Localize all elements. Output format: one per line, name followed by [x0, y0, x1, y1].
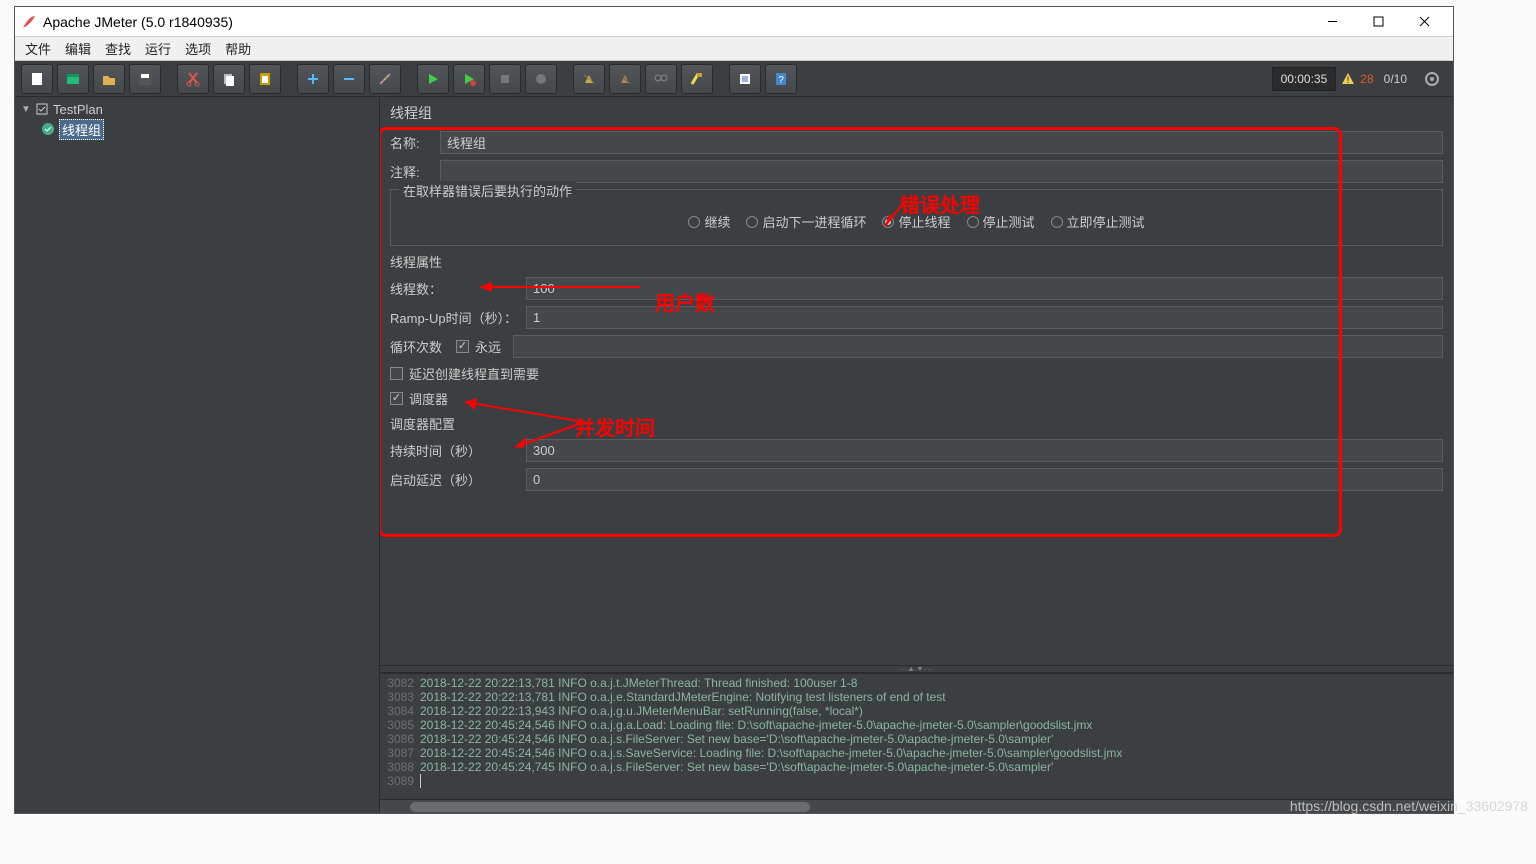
testplan-icon [35, 102, 49, 116]
duration-label: 持续时间（秒） [390, 441, 520, 460]
function-helper-button[interactable] [729, 64, 761, 94]
radio-2[interactable]: 停止线程 [882, 212, 950, 231]
threadgroup-icon [41, 122, 55, 136]
search-button[interactable] [645, 64, 677, 94]
watermark: https://blog.csdn.net/weixin_33602978 [1290, 798, 1528, 814]
log-splitter[interactable]: ┈┈┈┈┈┈ [380, 665, 1453, 673]
startup-input[interactable] [526, 468, 1443, 491]
app-window: Apache JMeter (5.0 r1840935) 文件 编辑 查找 运行… [14, 6, 1454, 814]
window-title: Apache JMeter (5.0 r1840935) [43, 14, 1309, 30]
loop-label: 循环次数 [390, 337, 450, 356]
menubar: 文件 编辑 查找 运行 选项 帮助 [15, 37, 1453, 61]
scheduler-checkbox[interactable] [390, 392, 403, 405]
toolbar: ? 00:00:35 ! 28 0/10 [15, 61, 1453, 97]
templates-button[interactable] [57, 64, 89, 94]
menu-run[interactable]: 运行 [145, 39, 171, 58]
app-icon [21, 14, 37, 30]
config-panel: 线程组 名称: 注释: 在取样器错误后要执行的动作 继续启动下一进程循环停止线程… [380, 97, 1453, 665]
log-line: 3089 [380, 774, 1453, 788]
menu-options[interactable]: 选项 [185, 39, 211, 58]
name-label: 名称: [390, 133, 434, 152]
comment-input[interactable] [440, 160, 1443, 183]
radio-1[interactable]: 启动下一进程循环 [746, 212, 866, 231]
forever-label: 永远 [475, 337, 501, 356]
maximize-button[interactable] [1355, 8, 1401, 36]
radio-4[interactable]: 立即停止测试 [1051, 212, 1145, 231]
svg-text:!: ! [1347, 75, 1350, 85]
startup-label: 启动延迟（秒） [390, 470, 520, 489]
remove-button[interactable] [333, 64, 365, 94]
shutdown-button[interactable] [525, 64, 557, 94]
threads-label: 线程数： [390, 279, 520, 298]
log-line: 30842018-12-22 20:22:13,943 INFO o.a.j.g… [380, 704, 1453, 718]
gear-icon[interactable] [1423, 70, 1441, 88]
copy-button[interactable] [213, 64, 245, 94]
add-button[interactable] [297, 64, 329, 94]
cut-button[interactable] [177, 64, 209, 94]
elapsed-timer: 00:00:35 [1272, 67, 1337, 91]
ramp-input[interactable] [526, 306, 1443, 329]
error-action-group: 在取样器错误后要执行的动作 继续启动下一进程循环停止线程停止测试立即停止测试 [390, 189, 1443, 246]
warning-icon: ! [1340, 71, 1356, 87]
open-button[interactable] [93, 64, 125, 94]
radio-0[interactable]: 继续 [688, 212, 730, 231]
clear-button[interactable] [573, 64, 605, 94]
active-threads: 0/10 [1378, 72, 1413, 86]
start-button[interactable] [417, 64, 449, 94]
menu-file[interactable]: 文件 [25, 39, 51, 58]
log-line: 30862018-12-22 20:45:24,546 INFO o.a.j.s… [380, 732, 1453, 746]
panel-title: 线程组 [390, 103, 1443, 123]
tree-root[interactable]: ▼ TestPlan [15, 99, 379, 119]
threads-input[interactable] [526, 277, 1443, 300]
help-button[interactable]: ? [765, 64, 797, 94]
titlebar[interactable]: Apache JMeter (5.0 r1840935) [15, 7, 1453, 37]
delay-label: 延迟创建线程直到需要 [409, 364, 539, 383]
start-no-timers-button[interactable] [453, 64, 485, 94]
menu-edit[interactable]: 编辑 [65, 39, 91, 58]
tree-thread-group[interactable]: 线程组 [15, 119, 379, 139]
log-panel[interactable]: 30822018-12-22 20:22:13,781 INFO o.a.j.t… [380, 673, 1453, 799]
clear-all-button[interactable] [609, 64, 641, 94]
minimize-button[interactable] [1309, 8, 1355, 36]
menu-help[interactable]: 帮助 [225, 39, 251, 58]
reset-search-button[interactable] [681, 64, 713, 94]
log-line: 30832018-12-22 20:22:13,781 INFO o.a.j.e… [380, 690, 1453, 704]
scheduler-label: 调度器 [409, 389, 448, 408]
comment-label: 注释: [390, 162, 434, 181]
close-button[interactable] [1401, 8, 1447, 36]
log-line: 30872018-12-22 20:45:24,546 INFO o.a.j.s… [380, 746, 1453, 760]
test-plan-tree[interactable]: ▼ TestPlan 线程组 [15, 97, 380, 813]
loop-input[interactable] [513, 335, 1443, 358]
delay-checkbox[interactable] [390, 367, 403, 380]
log-line: 30852018-12-22 20:45:24,546 INFO o.a.j.g… [380, 718, 1453, 732]
thread-props-title: 线程属性 [390, 252, 1443, 271]
ramp-label: Ramp-Up时间（秒）： [390, 308, 520, 327]
toggle-button[interactable] [369, 64, 401, 94]
menu-search[interactable]: 查找 [105, 39, 131, 58]
save-button[interactable] [129, 64, 161, 94]
warning-indicator[interactable]: ! 28 [1340, 71, 1373, 87]
name-input[interactable] [440, 131, 1443, 154]
log-line: 30882018-12-22 20:45:24,745 INFO o.a.j.s… [380, 760, 1453, 774]
scheduler-cfg-title: 调度器配置 [390, 414, 1443, 433]
radio-3[interactable]: 停止测试 [967, 212, 1035, 231]
new-button[interactable] [21, 64, 53, 94]
paste-button[interactable] [249, 64, 281, 94]
stop-button[interactable] [489, 64, 521, 94]
svg-text:?: ? [778, 75, 784, 86]
log-line: 30822018-12-22 20:22:13,781 INFO o.a.j.t… [380, 676, 1453, 690]
forever-checkbox[interactable] [456, 340, 469, 353]
duration-input[interactable] [526, 439, 1443, 462]
